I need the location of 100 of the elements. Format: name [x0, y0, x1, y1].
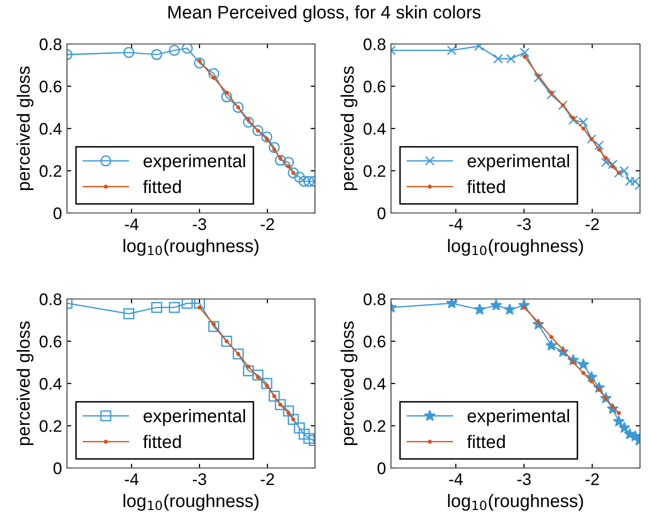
point — [298, 176, 310, 187]
point — [446, 46, 457, 56]
point — [620, 166, 630, 176]
legend-label: experimental — [468, 409, 569, 426]
legend-label: experimental — [468, 154, 569, 171]
point — [274, 399, 286, 410]
point — [303, 176, 314, 187]
point — [586, 134, 596, 144]
y-tick-label: 0 — [378, 462, 386, 474]
chart-title: Mean Perceived gloss, for 4 skin colors — [168, 5, 480, 22]
point — [197, 305, 202, 310]
y-axis-title: perceived gloss — [340, 66, 358, 190]
point — [590, 137, 594, 142]
point — [549, 90, 554, 95]
point — [212, 76, 216, 80]
legend-label: fitted — [467, 434, 505, 448]
point — [581, 126, 586, 131]
point — [534, 73, 544, 83]
point — [604, 156, 608, 160]
x-tick-label: -2 — [260, 218, 274, 230]
point — [242, 116, 254, 128]
point — [577, 358, 590, 370]
y-tick-label: 0.2 — [40, 420, 62, 432]
point — [536, 74, 540, 78]
y-tick-label: 0 — [378, 207, 386, 220]
y-tick-label: 0.6 — [40, 80, 62, 92]
x-tick-label: -3 — [517, 473, 531, 486]
point — [504, 303, 516, 315]
point — [151, 49, 162, 60]
y-tick-label: 0.6 — [364, 336, 386, 348]
point — [294, 422, 305, 434]
y-tick-label: 0.8 — [364, 293, 386, 306]
y-axis-title: perceived gloss — [16, 321, 34, 446]
legend-label: experimental — [144, 409, 245, 426]
point — [616, 170, 621, 175]
point — [294, 172, 305, 183]
x-tick-label: -4 — [449, 473, 463, 485]
point — [242, 365, 254, 376]
point — [558, 100, 568, 110]
point — [182, 299, 193, 309]
y-tick-label: 0 — [54, 207, 62, 220]
point — [594, 140, 604, 150]
point — [303, 432, 314, 444]
x-axis-title: log$_{10}$(roughness) — [124, 238, 258, 256]
point — [571, 116, 576, 120]
point — [123, 308, 134, 320]
y-tick-label: 0.8 — [40, 38, 62, 50]
legend-label: experimental — [144, 154, 245, 171]
x-tick-label: -4 — [124, 473, 138, 485]
point — [208, 68, 220, 80]
point — [194, 299, 205, 309]
point — [208, 320, 220, 332]
point — [522, 54, 527, 59]
point — [182, 44, 193, 54]
point — [246, 364, 250, 369]
y-tick-label: 0.8 — [40, 293, 62, 306]
point — [283, 405, 294, 416]
point — [560, 103, 565, 108]
legend-label: fitted — [143, 434, 181, 448]
legend-label: fitted — [143, 180, 181, 194]
point — [283, 156, 294, 168]
point — [506, 54, 516, 64]
y-tick-label: 0.2 — [364, 165, 386, 177]
x-tick-label: -3 — [517, 218, 531, 230]
point — [616, 411, 621, 416]
point — [549, 335, 554, 340]
point — [151, 302, 162, 313]
y-tick-label: 0.4 — [40, 122, 62, 135]
point — [123, 46, 134, 58]
y-tick-label: 0.2 — [364, 420, 386, 432]
point — [493, 54, 503, 64]
point — [168, 44, 180, 56]
point — [490, 299, 502, 310]
point — [252, 125, 264, 136]
point — [224, 90, 229, 95]
point — [252, 370, 264, 381]
point — [446, 299, 458, 308]
point — [618, 422, 630, 433]
point — [261, 131, 272, 142]
y-tick-label: 0.4 — [364, 122, 386, 135]
x-tick-label: -4 — [449, 218, 463, 230]
x-tick-label: -2 — [260, 473, 274, 485]
x-axis-title: log$_{10}$(roughness) — [448, 238, 583, 256]
point — [581, 370, 586, 375]
point — [232, 102, 244, 113]
x-tick-label: -2 — [586, 473, 599, 485]
point — [274, 154, 286, 166]
y-tick-label: 0.4 — [40, 378, 62, 390]
point — [545, 339, 558, 351]
point — [520, 48, 530, 58]
point — [168, 302, 180, 313]
y-tick-label: 0.2 — [40, 165, 62, 177]
x-axis-title: log$_{10}$(roughness) — [448, 494, 583, 511]
y-tick-label: 0.8 — [364, 38, 386, 50]
point — [286, 164, 291, 169]
point — [610, 164, 615, 169]
point — [194, 58, 205, 68]
point — [232, 348, 244, 360]
point — [288, 414, 299, 425]
point — [298, 428, 310, 440]
